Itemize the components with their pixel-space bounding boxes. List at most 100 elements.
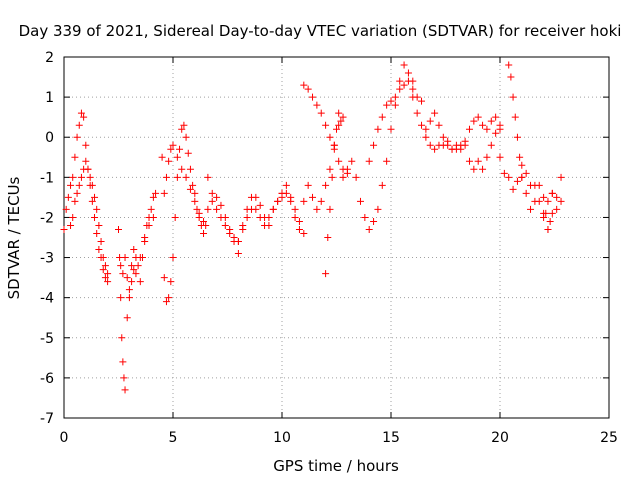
data-point [141,234,149,241]
data-point [426,141,434,149]
data-point [335,121,343,129]
data-point [189,181,197,189]
data-point [435,121,443,129]
data-point [60,225,68,233]
data-point [162,173,170,181]
data-point [123,314,131,322]
data-point [178,125,186,133]
y-tick-label: -4 [40,291,54,307]
data-point [522,169,530,177]
data-point [313,205,321,213]
data-point [431,145,439,153]
data-point [465,157,473,165]
data-point [69,213,77,221]
data-point [396,77,404,85]
data-point [204,205,212,213]
data-point [378,113,386,121]
data-point [256,201,264,209]
data-point [487,141,495,149]
data-point [184,149,192,157]
data-point [330,141,338,149]
data-point [387,125,395,133]
data-point [343,165,351,173]
data-point [147,205,155,213]
data-point [540,213,548,221]
x-tick-label: 25 [600,430,618,446]
data-point [120,374,128,382]
data-point [465,125,473,133]
data-point [88,197,96,205]
plot-frame [63,56,610,419]
data-point [304,181,312,189]
x-axis-title: GPS time / hours [273,457,399,475]
data-point [378,181,386,189]
data-point [221,221,229,229]
x-tick-label: 20 [491,430,509,446]
data-point [509,93,517,101]
y-tick-label: 0 [45,130,54,146]
data-point [439,133,447,141]
data-point [173,153,181,161]
data-point [383,157,391,165]
data-point [295,225,303,233]
data-point [287,197,295,205]
data-point [226,229,234,237]
data-point [426,117,434,125]
data-point [505,173,513,181]
data-point [511,113,519,121]
data-point [291,213,299,221]
data-point [300,81,308,89]
data-point [461,141,469,149]
data-point [125,286,133,294]
data-point [121,254,129,262]
data-point [191,189,199,197]
tick-layer: 0 5 10 15 20 25 -7 -6 -5 -4 -3 -2 -1 0 1 2 [40,50,618,446]
data-point [73,133,81,141]
data-point [496,121,504,129]
data-point [348,157,356,165]
data-point [165,157,173,165]
data-point [391,93,399,101]
data-point [522,189,530,197]
data-point [400,81,408,89]
data-point [265,221,273,229]
data-point [171,213,179,221]
data-point [93,229,101,237]
data-point [418,97,426,105]
data-point [546,217,554,225]
y-tick-label: 2 [45,50,54,66]
data-point [557,173,565,181]
data-point [252,193,260,201]
data-point [101,274,109,282]
data-point [374,125,382,133]
data-point [365,225,373,233]
data-point [282,181,290,189]
data-point [479,165,487,173]
data-point [370,141,378,149]
data-point [180,121,188,129]
data-point [507,73,515,81]
data-point [328,173,336,181]
data-point [115,225,122,233]
data-point [119,358,127,366]
data-point [82,157,90,165]
data-point [387,97,395,105]
data-point [409,85,417,93]
data-point [99,254,107,262]
data-point [553,205,561,213]
data-point [396,85,404,93]
data-point [69,173,77,181]
data-point [73,189,81,197]
data-point [117,294,125,302]
data-point [71,153,79,161]
data-point [548,209,556,217]
data-point [160,189,168,197]
data-point [82,141,90,149]
data-point [492,113,500,121]
data-point [95,221,103,229]
data-point [422,125,430,133]
data-point [136,278,144,286]
data-point [213,205,221,213]
data-point [193,205,201,213]
